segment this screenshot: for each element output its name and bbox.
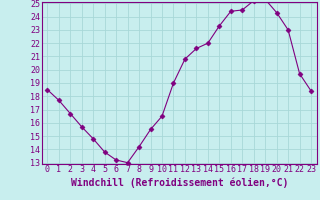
X-axis label: Windchill (Refroidissement éolien,°C): Windchill (Refroidissement éolien,°C) xyxy=(70,177,288,188)
